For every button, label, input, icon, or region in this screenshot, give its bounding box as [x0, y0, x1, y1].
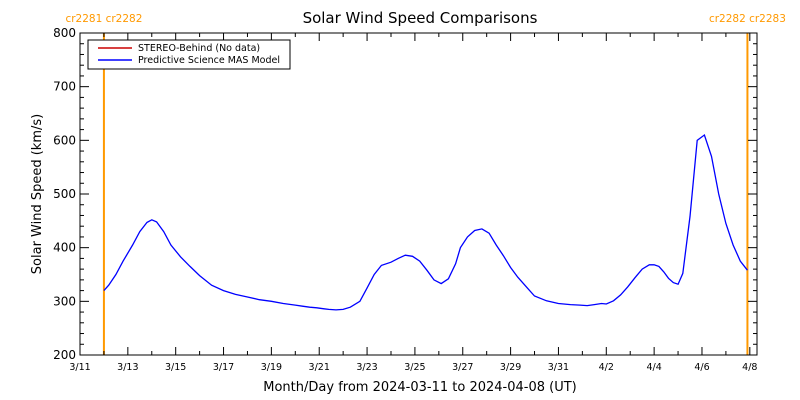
- carrington-marker-label: cr2282 cr2283: [709, 13, 786, 25]
- y-axis: 200 300 400 500 600 700 800: [53, 26, 757, 362]
- series-line-mas-model: [103, 133, 748, 311]
- y-axis-label: Solar Wind Speed (km/s): [30, 114, 45, 274]
- y-tick-label: 500: [53, 187, 76, 201]
- legend: STEREO-Behind (No data) Predictive Scien…: [87, 39, 291, 70]
- x-tick-label: 3/21: [309, 362, 330, 373]
- x-tick-label: 3/23: [356, 362, 377, 373]
- carrington-rotation-markers: [102, 33, 749, 355]
- x-tick-label: 3/31: [548, 362, 569, 373]
- x-axis: 3/11 3/13 3/15 3/17 3/19 3/21 3/23 3/25 3/27 3/29…: [69, 33, 757, 373]
- legend-box: [87, 39, 291, 70]
- x-tick-label: 3/29: [500, 362, 521, 373]
- legend-label-stereo: STEREO-Behind (No data): [138, 43, 260, 54]
- x-tick-label: 4/4: [646, 362, 661, 373]
- x-tick-label: 3/19: [261, 362, 282, 373]
- x-tick-label: 3/25: [404, 362, 425, 373]
- y-tick-label: 300: [53, 294, 76, 308]
- legend-label-mas-model: Predictive Science MAS Model: [138, 55, 280, 66]
- x-tick-label: 4/6: [694, 362, 709, 373]
- y-tick-label: 200: [53, 348, 76, 362]
- x-tick-label: 3/17: [213, 362, 234, 373]
- x-tick-label: 3/13: [117, 362, 138, 373]
- plot-frame: [79, 32, 758, 356]
- x-tick-label: 3/27: [452, 362, 473, 373]
- x-axis-label: Month/Day from 2024-03-11 to 2024-04-08 …: [263, 380, 576, 395]
- carrington-rotation-labels: cr2281 cr2282 cr2282 cr2283: [65, 13, 785, 25]
- chart-title: Solar Wind Speed Comparisons: [303, 9, 538, 27]
- x-tick-label: 4/8: [742, 362, 757, 373]
- y-tick-label: 800: [53, 26, 76, 40]
- x-tick-label: 4/2: [599, 362, 614, 373]
- carrington-marker-label: cr2281 cr2282: [65, 13, 142, 25]
- x-tick-label: 3/11: [69, 362, 90, 373]
- y-tick-label: 600: [53, 133, 76, 147]
- y-tick-label: 700: [53, 80, 76, 94]
- x-tick-label: 3/15: [165, 362, 186, 373]
- y-tick-label: 400: [53, 241, 76, 255]
